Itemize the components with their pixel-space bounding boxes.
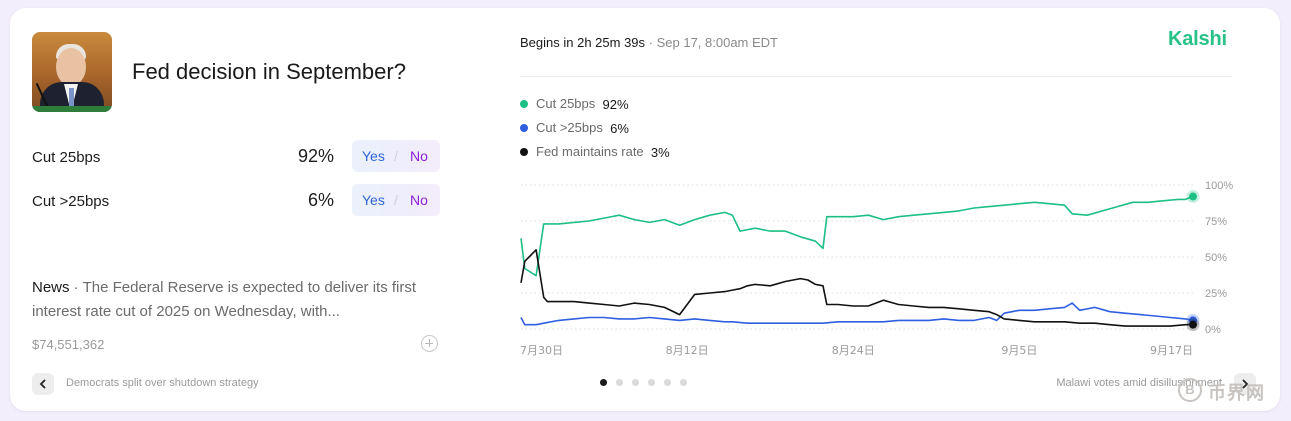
yes-button[interactable]: Yes [362, 192, 385, 208]
series-line-2 [520, 249, 1193, 327]
header-divider [520, 76, 1232, 77]
yes-no-separator: / [394, 148, 398, 164]
legend-name: Cut >25bps 6% [536, 120, 629, 136]
event-datetime: Sep 17, 8:00am EDT [656, 35, 778, 50]
news-label: News [32, 279, 70, 296]
watermark-logo: B 币界网 [1178, 376, 1288, 403]
series-line-0 [520, 195, 1194, 277]
plus-circle-icon[interactable] [421, 335, 438, 352]
watermark-text: 币界网 [1208, 383, 1265, 403]
carousel-dot[interactable] [616, 379, 623, 386]
x-tick-label: 7月30日 [520, 344, 563, 357]
y-tick-label: 100% [1205, 180, 1233, 192]
outcome-label: Cut 25bps [32, 149, 101, 166]
x-tick-label: 9月17日 [1150, 344, 1193, 357]
next-story-button[interactable] [1234, 373, 1256, 395]
end-marker [1189, 192, 1197, 201]
news-separator: · [69, 279, 83, 296]
carousel-dot[interactable] [632, 379, 639, 386]
carousel-dot[interactable] [648, 379, 655, 386]
outcome-row-cut-25bps: Cut 25bps 92% Yes / No [32, 140, 440, 174]
prev-story-title[interactable]: Democrats split over shutdown strategy [66, 377, 259, 389]
y-tick-label: 0% [1205, 324, 1221, 336]
y-tick-label: 50% [1205, 252, 1227, 264]
market-card: Fed decision in September? Cut 25bps 92%… [10, 8, 1280, 411]
outcome-percent: 6% [307, 190, 334, 210]
event-countdown: Begins in 2h 25m 39s · Sep 17, 8:00am ED… [520, 35, 778, 50]
no-button[interactable]: No [410, 148, 428, 164]
chevron-left-icon [39, 379, 46, 389]
outcome-row-cut-over-25bps: Cut >25bps 6% Yes / No [32, 184, 440, 218]
countdown-separator: · [645, 35, 657, 50]
legend-dot [520, 100, 528, 108]
no-button[interactable]: No [410, 192, 428, 208]
news-snippet[interactable]: News · The Federal Reserve is expected t… [32, 276, 432, 324]
chevron-right-icon [1242, 379, 1249, 389]
series-line-1 [520, 302, 1194, 326]
yes-button[interactable]: Yes [362, 148, 385, 164]
yes-no-toggle: Yes / No [352, 140, 440, 172]
yes-no-separator: / [394, 192, 398, 208]
kalshi-logo[interactable]: Kalshi [1168, 28, 1227, 50]
x-tick-label: 9月5日 [1001, 344, 1037, 357]
market-title[interactable]: Fed decision in September? [132, 59, 406, 84]
carousel-dot[interactable] [680, 379, 687, 386]
prev-story-button[interactable] [32, 373, 54, 395]
probability-chart[interactable]: 100% 75% 50% 25% 0% 7月30日 8月12日 8月24日 9月5日 9月17日 [515, 176, 1275, 366]
outcome-label: Cut >25bps [32, 193, 110, 210]
legend-name: Cut 25bps 92% [536, 96, 629, 112]
legend-name: Fed maintains rate 3% [536, 144, 670, 160]
y-tick-label: 25% [1205, 288, 1227, 300]
news-text: The Federal Reserve is expected to deliv… [32, 279, 417, 320]
y-tick-label: 75% [1205, 216, 1227, 228]
carousel-dots [600, 379, 700, 389]
legend-dot [520, 148, 528, 156]
end-marker [1189, 320, 1197, 329]
x-tick-label: 8月12日 [666, 344, 709, 357]
coin-icon: B [1178, 378, 1202, 402]
carousel-dot[interactable] [664, 379, 671, 386]
carousel-dot[interactable] [600, 379, 607, 386]
x-tick-label: 8月24日 [832, 344, 875, 357]
countdown-text: Begins in 2h 25m 39s [520, 35, 646, 50]
market-volume: $74,551,362 [32, 337, 105, 352]
market-thumbnail[interactable] [32, 32, 112, 112]
yes-no-toggle: Yes / No [352, 184, 440, 216]
legend-dot [520, 124, 528, 132]
outcome-percent: 92% [297, 146, 334, 166]
